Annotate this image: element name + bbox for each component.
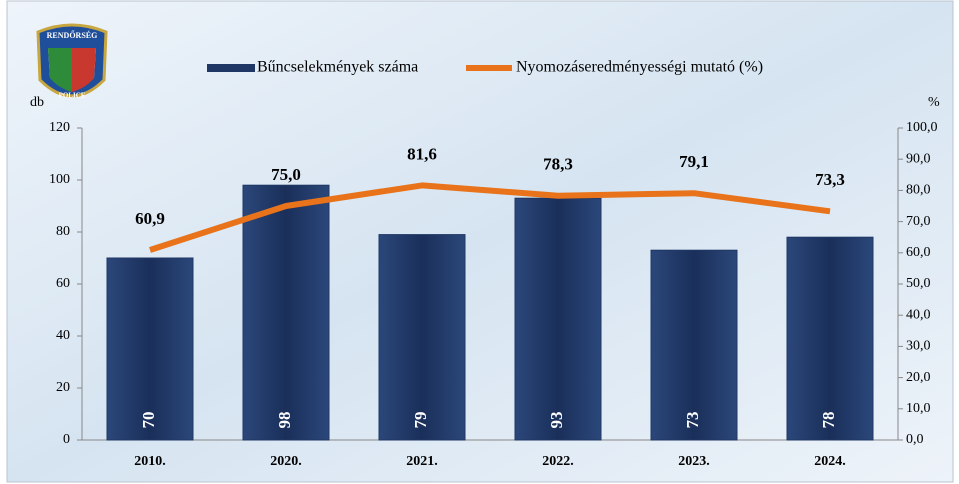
y2-tick-label: 10,0 (906, 401, 931, 416)
bar (515, 198, 601, 440)
y2-tick-label: 60,0 (906, 245, 931, 260)
line-value-label: 73,3 (815, 170, 845, 189)
bar-value-label: 78 (819, 412, 838, 429)
logo-top: RENDŐRSÉG (47, 30, 98, 40)
bar-value-label: 98 (275, 412, 294, 429)
y2-tick-label: 80,0 (906, 183, 931, 198)
y-tick-label: 0 (63, 432, 70, 447)
chart: RENDŐRSÉG POLICE db % 0 20 40 60 80 100 120 0,0… (0, 0, 959, 484)
logo: RENDŐRSÉG POLICE (38, 25, 106, 100)
line-value-label: 81,6 (407, 144, 437, 163)
y-tick-label: 40 (56, 328, 70, 343)
y2-tick-label: 30,0 (906, 339, 931, 354)
line-value-label: 60,9 (135, 209, 165, 228)
legend-swatch (207, 64, 255, 72)
y2-tick-label: 70,0 (906, 214, 931, 229)
x-tick-label: 2023. (678, 454, 710, 469)
bar (379, 235, 465, 440)
y-axis-label: db (30, 95, 44, 110)
y2-tick-label: 100,0 (906, 120, 938, 135)
logo-bottom: POLICE (59, 92, 86, 100)
bar (243, 185, 329, 440)
y2-tick-label: 50,0 (906, 276, 931, 291)
legend-label: Bűncselekmények száma (257, 59, 418, 76)
y2-tick-label: 20,0 (906, 370, 931, 385)
x-tick-label: 2024. (814, 454, 846, 469)
bar-value-label: 73 (683, 412, 702, 429)
x-tick-label: 2021. (406, 454, 438, 469)
y-tick-label: 120 (49, 120, 70, 135)
y-tick-label: 80 (56, 224, 70, 239)
bar-value-label: 79 (411, 412, 430, 429)
line-value-label: 75,0 (271, 165, 301, 184)
y-tick-label: 60 (56, 276, 70, 291)
y-tick-label: 100 (49, 172, 70, 187)
bar (787, 237, 873, 440)
y2-tick-label: 0,0 (906, 432, 924, 447)
x-tick-label: 2022. (542, 454, 574, 469)
x-tick-label: 2010. (134, 454, 166, 469)
legend-label: Nyomozáseredményességi mutató (%) (516, 59, 763, 76)
x-tick-label: 2020. (270, 454, 302, 469)
y2-tick-label: 40,0 (906, 307, 931, 322)
bar-value-label: 70 (139, 412, 158, 429)
y2-axis-label: % (928, 95, 940, 110)
line-value-label: 78,3 (543, 155, 573, 174)
line-value-label: 79,1 (679, 152, 709, 171)
y2-tick-label: 90,0 (906, 151, 931, 166)
page: RENDŐRSÉG POLICE db % 0 20 40 60 80 100 120 0,0… (0, 0, 959, 484)
bar-value-label: 93 (547, 412, 566, 429)
y-tick-label: 20 (56, 380, 70, 395)
